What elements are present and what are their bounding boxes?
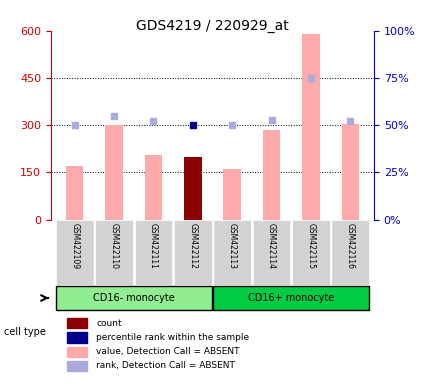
Bar — [302, 34, 320, 220]
Bar — [263, 130, 280, 220]
Text: CD16- monocyte: CD16- monocyte — [93, 293, 175, 303]
FancyBboxPatch shape — [56, 220, 94, 285]
Text: GSM422116: GSM422116 — [346, 223, 355, 269]
Text: rank, Detection Call = ABSENT: rank, Detection Call = ABSENT — [96, 361, 235, 371]
Bar — [67, 318, 87, 328]
Text: GSM422110: GSM422110 — [110, 223, 119, 269]
Text: GSM422114: GSM422114 — [267, 223, 276, 269]
Text: GSM422113: GSM422113 — [228, 223, 237, 269]
Text: count: count — [96, 319, 122, 328]
FancyBboxPatch shape — [213, 220, 251, 285]
Text: GSM422111: GSM422111 — [149, 223, 158, 269]
Text: CD16+ monocyte: CD16+ monocyte — [248, 293, 334, 303]
FancyBboxPatch shape — [332, 220, 369, 285]
Bar — [67, 361, 87, 371]
Text: GSM422115: GSM422115 — [306, 223, 315, 269]
Text: GSM422112: GSM422112 — [188, 223, 197, 269]
FancyBboxPatch shape — [56, 286, 212, 310]
Text: value, Detection Call = ABSENT: value, Detection Call = ABSENT — [96, 347, 240, 356]
FancyBboxPatch shape — [292, 220, 330, 285]
Bar — [342, 124, 359, 220]
Bar — [67, 332, 87, 343]
Text: cell type: cell type — [4, 327, 46, 337]
Bar — [184, 157, 202, 220]
Bar — [144, 155, 162, 220]
FancyBboxPatch shape — [134, 220, 172, 285]
Text: GDS4219 / 220929_at: GDS4219 / 220929_at — [136, 19, 289, 33]
Bar — [223, 169, 241, 220]
FancyBboxPatch shape — [213, 286, 369, 310]
Text: percentile rank within the sample: percentile rank within the sample — [96, 333, 249, 342]
FancyBboxPatch shape — [174, 220, 212, 285]
FancyBboxPatch shape — [95, 220, 133, 285]
Text: GSM422109: GSM422109 — [70, 223, 79, 269]
FancyBboxPatch shape — [253, 220, 291, 285]
Bar — [66, 166, 83, 220]
Bar — [105, 125, 123, 220]
Bar — [67, 346, 87, 357]
